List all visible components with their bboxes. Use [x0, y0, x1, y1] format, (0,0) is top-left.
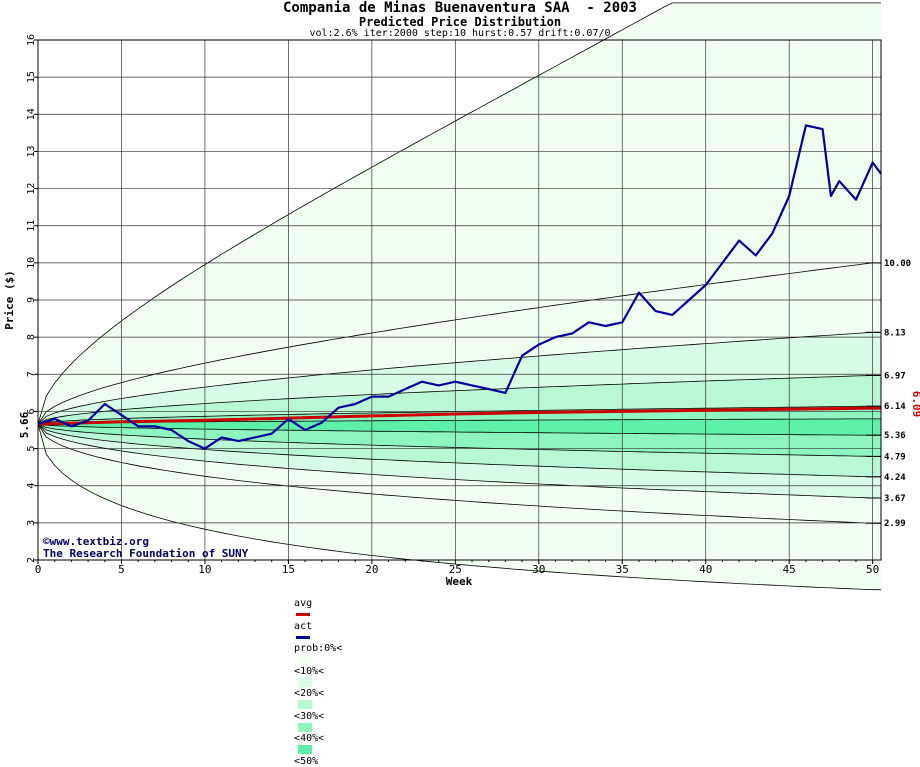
y-tick-label-16: 16	[26, 34, 37, 46]
legend-band0-swatch	[298, 655, 313, 664]
band-70-80	[38, 424, 881, 477]
x-axis-title: Week	[446, 575, 473, 588]
band-0-5	[38, 2, 881, 425]
series-lines	[37, 124, 882, 450]
x-tick-label-0: 0	[35, 563, 42, 576]
quantile-line-90	[37, 423, 881, 499]
x-tick-label-15: 15	[282, 563, 295, 576]
x-tick-label-25: 25	[449, 563, 462, 576]
percentile-label-6: 4.24	[884, 473, 906, 483]
legend: avg act prob:0%< <10%< <20%< <30%< <40%<…	[282, 587, 342, 767]
band-20-30	[38, 375, 881, 425]
quantile-line-95	[37, 423, 881, 524]
y-tick-label-11: 11	[26, 220, 37, 232]
band-10-20	[38, 332, 881, 425]
quantile-lines	[37, 2, 881, 591]
x-tick-label-45: 45	[783, 563, 796, 576]
actual-price-line	[37, 124, 882, 450]
legend-p10-label: <10%<	[294, 665, 325, 677]
y-tick-label-8: 8	[26, 334, 37, 340]
chart-parameters: vol:2.6% iter:2000 step:10 hurst:0.57 dr…	[309, 28, 611, 39]
x-tick-label-20: 20	[365, 563, 378, 576]
legend-act-label: act	[294, 620, 313, 632]
y-tick-label-3: 3	[26, 520, 37, 526]
start-value-label: 5.66	[18, 411, 31, 438]
y-tick-label-10: 10	[26, 257, 37, 269]
y-axis-title: Price ($)	[3, 270, 16, 330]
chart-title: Compania de Minas Buenaventura SAA - 200…	[282, 0, 637, 16]
quantile-line-80	[37, 423, 881, 478]
y-tick-label-4: 4	[26, 483, 37, 489]
chart-subtitle: Predicted Price Distribution	[358, 15, 562, 29]
y-tick-label-7: 7	[26, 371, 37, 377]
quantile-line-5	[37, 262, 881, 425]
x-tick-label-35: 35	[616, 563, 629, 576]
axis-ticks: 0 5 10 15 20 25 30 35 40 45 5023456789101112131415…	[26, 34, 879, 576]
band-40-60	[38, 418, 881, 436]
y-tick-label-5: 5	[26, 446, 37, 452]
y-tick-label-12: 12	[26, 183, 37, 195]
x-tick-label-30: 30	[532, 563, 545, 576]
percentile-label-4: 5.36	[884, 431, 906, 441]
quantile-line-10	[37, 331, 881, 425]
legend-avg-swatch	[296, 613, 311, 616]
x-tick-label-5: 5	[118, 563, 125, 576]
quantile-line-70	[37, 423, 881, 457]
y-tick-label-14: 14	[26, 108, 37, 120]
y-tick-label-15: 15	[26, 71, 37, 83]
copyright-org: The Research Foundation of SUNY	[43, 547, 249, 560]
legend-p40-label: <40%<	[294, 733, 325, 744]
legend-act-swatch	[296, 635, 311, 639]
x-tick-label-10: 10	[198, 563, 211, 576]
legend-band40-swatch	[298, 745, 313, 754]
percentile-label-3: 6.14	[884, 402, 906, 412]
y-tick-label-2: 2	[26, 557, 37, 563]
legend-band10-swatch	[298, 677, 313, 687]
band-90-95	[38, 424, 881, 524]
legend-p50-label: <50%	[294, 755, 319, 767]
average-line	[37, 406, 881, 426]
x-tick-label-50: 50	[866, 563, 879, 576]
price-distribution-chart: 0 5 10 15 20 25 30 35 40 45 5023456789101112131415…	[3, 2, 920, 591]
quantile-line-0	[37, 2, 881, 425]
percentile-label-8: 2.99	[884, 519, 906, 529]
quantile-line-60	[37, 423, 881, 436]
band-80-90	[38, 424, 881, 498]
probability-bands	[38, 2, 881, 590]
band-5-10	[38, 262, 881, 425]
percentile-label-7: 3.67	[884, 494, 906, 504]
percentile-label-1: 8.13	[884, 328, 906, 338]
quantile-line-20	[37, 375, 881, 425]
legend-band30-swatch	[298, 722, 313, 732]
legend-p20-label: <20%<	[294, 688, 325, 699]
legend-p30-label: <30%<	[294, 710, 325, 722]
percentile-label-0: 10.00	[884, 259, 911, 269]
band-95-100	[38, 424, 881, 590]
y-tick-label-13: 13	[26, 145, 37, 157]
legend-prob0-label: prob:0%<	[294, 643, 343, 654]
percentile-labels: 10.00 8.13 6.97 6.14 5.36 4.79 4.24 3.67 2.99	[866, 259, 911, 529]
percentile-label-2: 6.97	[884, 371, 906, 381]
end-average-label: 6.09	[910, 391, 920, 418]
legend-band20-swatch	[298, 700, 313, 709]
copyright-site: ©www.textbiz.org	[43, 535, 149, 548]
y-tick-label-6: 6	[26, 408, 37, 414]
y-tick-label-9: 9	[26, 297, 37, 303]
x-tick-label-40: 40	[699, 563, 712, 576]
percentile-label-5: 4.79	[884, 452, 906, 462]
